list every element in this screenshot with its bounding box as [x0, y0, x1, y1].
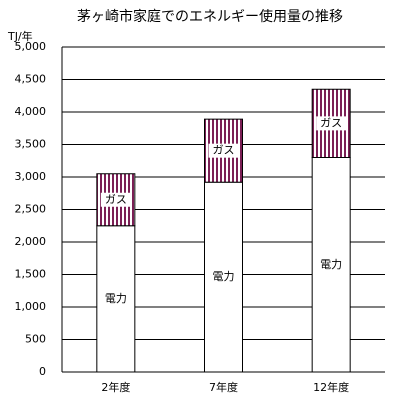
- y-tick-label: 4,000: [15, 105, 47, 118]
- y-tick-label: 2,500: [15, 203, 47, 216]
- segment-label: 電力: [105, 292, 127, 305]
- segment-label: 電力: [320, 258, 342, 271]
- segment-label: ガス: [105, 193, 127, 206]
- y-axis-label: TJ/年: [7, 29, 33, 43]
- label-bg: [316, 116, 347, 131]
- y-tick-label: 4,500: [15, 73, 47, 86]
- bar-segment: [311, 157, 351, 373]
- segment-label: ガス: [213, 144, 235, 157]
- y-tick-label: 5,000: [15, 40, 47, 53]
- x-tick-label: 7年度: [209, 380, 238, 394]
- segment-label: ガス: [320, 116, 342, 129]
- y-tick-label: 3,000: [15, 170, 47, 183]
- bar-segment: [96, 225, 136, 373]
- chart-title: 茅ヶ崎市家庭でのエネルギー使用量の推移: [77, 8, 343, 25]
- y-tick-label: 500: [25, 333, 46, 346]
- y-tick-label: 3,500: [15, 138, 47, 151]
- label-bg: [208, 143, 239, 158]
- y-tick-label: 1,500: [15, 268, 47, 281]
- y-tick-label: 0: [39, 365, 46, 378]
- segment-label: 電力: [213, 270, 235, 283]
- y-tick-label: 2,000: [15, 235, 47, 248]
- x-tick-label: 2年度: [101, 380, 130, 394]
- x-tick-label: 12年度: [313, 380, 349, 394]
- y-tick-label: 1,000: [15, 300, 47, 313]
- label-bg: [100, 192, 131, 207]
